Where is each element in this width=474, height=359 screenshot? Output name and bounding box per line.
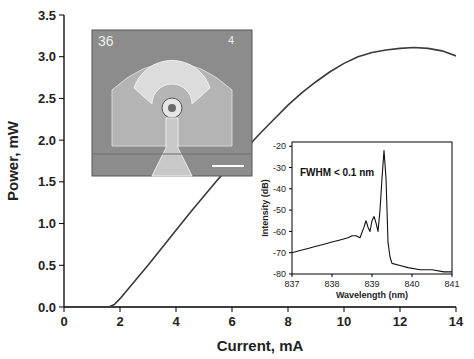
y-tick-label: 2.5	[38, 91, 56, 106]
scale-bar	[212, 165, 244, 167]
y-tick-label: 2.0	[38, 133, 56, 148]
contact-fan	[134, 60, 210, 104]
y-tick	[289, 252, 292, 253]
data-group	[64, 48, 456, 307]
y-tick-label: 3.5	[38, 8, 56, 23]
x-tick-label: 841	[444, 279, 459, 289]
x-tick-label: 840	[404, 279, 419, 289]
x-axis-label: Current, mA	[217, 337, 304, 354]
y-axis	[63, 15, 64, 307]
x-tick-label: 6	[228, 314, 235, 329]
x-tick	[372, 274, 373, 277]
spectrum-inset: 837 838 839 840 841 -80 -70 -60 -50 -40 -30 -20 Wave…	[260, 136, 460, 300]
image-label: 4	[228, 34, 234, 46]
y-tick-label: -30	[273, 163, 286, 173]
data-group	[292, 151, 452, 272]
x-tick-label: 837	[284, 279, 299, 289]
y-tick	[59, 140, 64, 141]
y-tick	[59, 98, 64, 99]
y-axis-label: Power, mW	[4, 120, 21, 201]
x-tick	[120, 307, 121, 312]
y-tick	[59, 265, 64, 266]
y-tick-label: -60	[273, 227, 286, 237]
x-tick	[332, 274, 333, 277]
y-tick-label: -20	[273, 141, 286, 151]
image-frame	[92, 30, 252, 176]
data-line	[64, 48, 456, 307]
x-tick-label: 14	[449, 314, 464, 329]
x-tick-label: 839	[364, 279, 379, 289]
y-tick	[289, 231, 292, 232]
x-tick-label: 4	[172, 314, 180, 329]
y-tick	[59, 56, 64, 57]
y-tick-label: -40	[273, 184, 286, 194]
x-tick-label: 0	[60, 314, 67, 329]
x-tick	[232, 307, 233, 312]
x-tick	[412, 274, 413, 277]
x-axis-label: Wavelength (nm)	[336, 290, 408, 300]
x-tick	[400, 307, 401, 312]
y-tick-label: -70	[273, 248, 286, 258]
sem-image-inset: 36 4	[92, 30, 252, 176]
x-tick-label: 12	[393, 314, 407, 329]
inset-background	[260, 136, 456, 300]
figure: 0 2 4 6 8 10 12 14 0.0 0.5 1.0 1.5 2.0 2.5 3.0 3.5 Curre…	[0, 0, 474, 359]
y-axis-label: Intensity (dB)	[260, 179, 270, 237]
y-tick-label: -50	[273, 205, 286, 215]
x-tick	[456, 307, 457, 312]
y-tick-label: 0.0	[38, 300, 56, 315]
trench	[92, 154, 252, 155]
x-tick	[288, 307, 289, 312]
x-tick	[176, 307, 177, 312]
y-tick-label: 0.5	[38, 258, 56, 273]
y-tick	[59, 15, 64, 16]
y-tick-label: 1.0	[38, 216, 56, 231]
aperture	[162, 98, 182, 118]
image-label: 36	[98, 33, 114, 49]
y-tick	[289, 146, 292, 147]
y-tick-label: 3.0	[38, 49, 56, 64]
annotation: FWHM < 0.1 nm	[300, 167, 374, 178]
x-tick	[64, 307, 65, 312]
x-axis	[64, 306, 456, 307]
x-tick-label: 2	[116, 314, 123, 329]
main-chart: 0 2 4 6 8 10 12 14 0.0 0.5 1.0 1.5 2.0 2.5 3.0 3.5 Curre…	[4, 8, 464, 354]
y-tick	[289, 210, 292, 211]
plot-frame	[292, 142, 452, 274]
x-tick-label: 10	[337, 314, 351, 329]
data-line	[292, 151, 452, 272]
y-tick-label: -80	[273, 269, 286, 279]
y-tick	[59, 223, 64, 224]
y-tick	[289, 188, 292, 189]
y-tick	[289, 274, 292, 275]
x-tick	[452, 274, 453, 277]
x-tick-label: 8	[284, 314, 291, 329]
aperture-core	[168, 104, 176, 112]
y-tick	[59, 181, 64, 182]
x-tick	[344, 307, 345, 312]
x-tick-label: 838	[324, 279, 339, 289]
contact-pad	[152, 118, 192, 176]
y-tick-label: 1.5	[38, 174, 56, 189]
y-tick	[59, 307, 64, 308]
y-tick	[289, 167, 292, 168]
